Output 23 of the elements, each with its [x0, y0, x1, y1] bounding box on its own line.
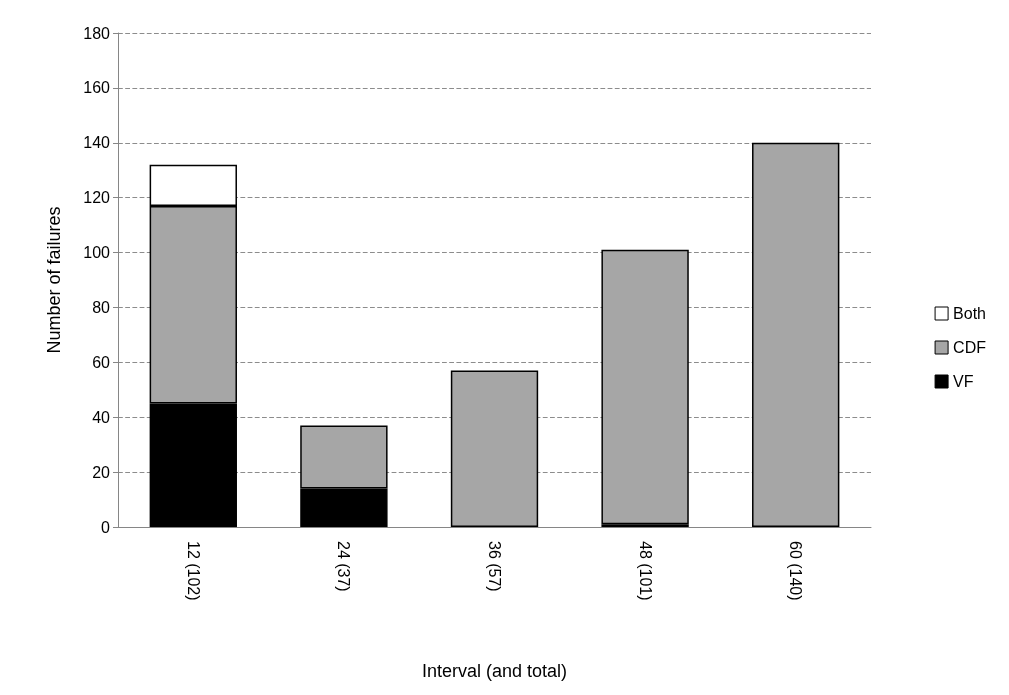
y-tick-label: 20: [92, 463, 111, 481]
y-tick-label: 120: [83, 189, 111, 207]
x-tick-label: 36 (57): [486, 541, 503, 592]
x-tick-label: 24 (37): [335, 541, 353, 592]
x-tick-label: 12 (102): [184, 541, 202, 601]
y-tick-label: 160: [83, 79, 111, 97]
legend-label: VF: [953, 373, 974, 390]
x-axis-title: Interval (and total): [421, 661, 568, 681]
y-tick-label: 140: [83, 134, 111, 152]
y-tick-label: 0: [101, 518, 111, 536]
y-tick-label: 40: [92, 408, 111, 426]
bar: [450, 370, 539, 527]
y-tick-label: 80: [92, 298, 111, 316]
y-tick-label: 60: [92, 353, 111, 371]
y-tick-label: 180: [83, 24, 111, 42]
legend-label: CDF: [953, 339, 987, 356]
bar: [752, 142, 840, 527]
y-axis-title: Number of failures: [44, 206, 64, 354]
x-tick-label: 60 (140): [787, 541, 805, 601]
bar: [601, 249, 689, 525]
legend-label: Both: [953, 305, 987, 322]
y-tick-label: 100: [83, 244, 111, 262]
x-tick-label: 48 (101): [636, 541, 654, 601]
